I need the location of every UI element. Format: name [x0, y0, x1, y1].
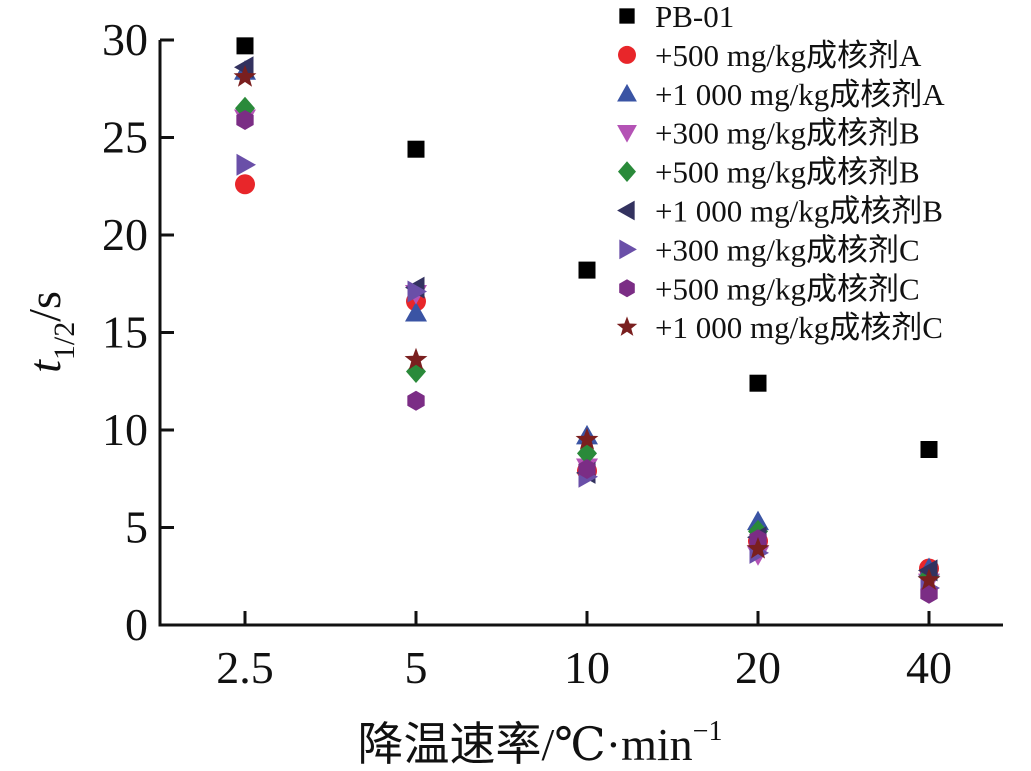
- data-point: [405, 302, 427, 322]
- legend-marker: [616, 316, 638, 336]
- data-point: [407, 280, 427, 303]
- legend-item: PB-01: [619, 0, 734, 34]
- x-tick-label: 5: [405, 642, 428, 693]
- legend-item: +1 000 mg/kg成核剂B: [617, 194, 943, 229]
- data-point: [233, 65, 257, 87]
- y-tick-label: 25: [102, 112, 148, 163]
- data-point: [578, 459, 596, 479]
- data-point: [920, 441, 938, 458]
- legend-marker: [617, 125, 637, 143]
- x-axis-label-superscript: −1: [693, 716, 723, 747]
- y-axis-label-symbol: t: [19, 359, 70, 373]
- data-point: [920, 583, 938, 604]
- data-point: [578, 261, 596, 279]
- legend-item: +500 mg/kg成核剂C: [619, 271, 920, 306]
- legend-marker: [618, 161, 636, 182]
- y-axis-label-unit: /s: [19, 291, 70, 322]
- x-axis-label: 降温速率/℃·min−1: [358, 716, 723, 770]
- legend-marker: [617, 83, 637, 102]
- data-point: [404, 347, 428, 370]
- legend-item: +1 000 mg/kg成核剂A: [617, 77, 945, 112]
- x-tick-label: 2.5: [216, 642, 274, 693]
- legend-item: +500 mg/kg成核剂B: [618, 155, 920, 190]
- x-tick-label: 20: [735, 642, 781, 693]
- x-tick-label: 40: [906, 642, 952, 693]
- y-tick-label: 0: [125, 599, 148, 650]
- legend-label: +500 mg/kg成核剂B: [655, 155, 920, 190]
- legend-label: +1 000 mg/kg成核剂C: [655, 310, 943, 345]
- legend-label: +300 mg/kg成核剂B: [655, 116, 920, 151]
- data-point: [407, 140, 425, 158]
- y-axis-label: t1/2/s: [19, 291, 81, 373]
- x-tick-label: 10: [564, 642, 610, 693]
- x-axis-label-text: 降温速率/℃·min: [358, 719, 693, 770]
- ticks: 0 5 10 15 20 25 30 2.5 5 10 20 40: [102, 14, 952, 693]
- legend-label: +500 mg/kg成核剂A: [655, 38, 922, 73]
- y-tick-label: 5: [125, 502, 148, 553]
- legend-item: +1 000 mg/kg成核剂C: [616, 310, 943, 345]
- legend-marker: [619, 239, 637, 260]
- y-tick-label: 15: [102, 307, 148, 358]
- legend-label: +500 mg/kg成核剂C: [655, 271, 920, 306]
- data-point: [575, 427, 599, 450]
- data-marks: [233, 37, 941, 604]
- y-tick-label: 10: [102, 404, 148, 455]
- data-point: [236, 37, 254, 55]
- legend-item: +300 mg/kg成核剂B: [617, 116, 920, 151]
- legend-marker: [619, 279, 635, 298]
- y-axis-label-subscript: 1/2: [48, 322, 81, 360]
- data-point: [235, 174, 255, 195]
- legend-marker: [619, 8, 635, 24]
- axis-labels: t1/2/s 降温速率/℃·min−1: [19, 291, 722, 770]
- data-point: [917, 568, 941, 590]
- data-point: [746, 536, 770, 559]
- legend-marker: [618, 45, 636, 64]
- legend-label: +300 mg/kg成核剂C: [655, 232, 920, 267]
- data-point: [234, 56, 254, 79]
- legend-label: +1 000 mg/kg成核剂A: [655, 77, 945, 112]
- y-tick-label: 20: [102, 209, 148, 260]
- legend-item: +300 mg/kg成核剂C: [619, 232, 920, 267]
- data-point: [236, 153, 256, 176]
- data-point: [407, 390, 425, 411]
- legend-item: +500 mg/kg成核剂A: [618, 38, 922, 73]
- data-point: [749, 374, 767, 392]
- data-point: [918, 559, 938, 582]
- series-8: [233, 65, 941, 590]
- legend-label: PB-01: [655, 0, 734, 34]
- series-0: [236, 37, 938, 458]
- data-point: [236, 109, 254, 130]
- legend: PB-01 +500 mg/kg成核剂A +1 000 mg/kg成核剂A +300 …: [616, 0, 945, 345]
- y-tick-label: 30: [102, 14, 148, 65]
- legend-label: +1 000 mg/kg成核剂B: [655, 194, 943, 229]
- legend-marker: [617, 200, 635, 221]
